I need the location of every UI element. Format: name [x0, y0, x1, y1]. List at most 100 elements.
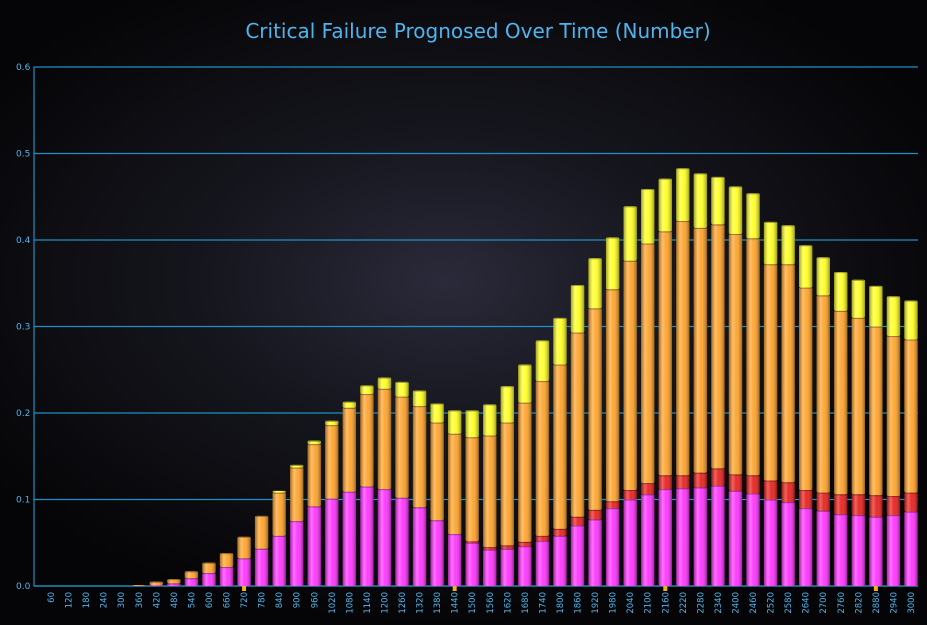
bar-segment — [746, 475, 760, 494]
x-tick-label: 480 — [170, 592, 180, 608]
x-tick-label: 120 — [65, 592, 75, 608]
bar-segment — [290, 467, 304, 522]
bar-segment — [623, 489, 637, 500]
bar-segment — [202, 573, 216, 586]
bar-segment — [430, 520, 444, 586]
bar-segment — [816, 295, 830, 493]
y-tick-label: 0.1 — [16, 496, 30, 506]
x-tick-label: 240 — [100, 592, 110, 608]
bar-segment — [641, 188, 655, 244]
bar-segment — [799, 489, 813, 509]
y-tick-label: 0.6 — [16, 63, 31, 73]
bar-segment — [588, 308, 602, 510]
bar-segment — [360, 486, 374, 586]
bar-segment — [728, 233, 743, 475]
bar-segment — [167, 579, 181, 584]
bar-segment — [799, 508, 813, 586]
bar-segment — [851, 515, 866, 586]
bar-segment — [693, 227, 708, 473]
x-tick-label: 1080 — [345, 592, 355, 614]
x-tick-marker — [663, 586, 668, 591]
bar-segment — [342, 407, 357, 492]
bar-segment — [588, 509, 602, 520]
x-tick-label: 2040 — [626, 592, 636, 614]
bar-segment — [448, 410, 462, 434]
x-tick-label: 2520 — [767, 592, 777, 614]
bar-segment — [553, 535, 567, 586]
bar-segment — [570, 332, 585, 517]
x-tick-label: 420 — [152, 592, 162, 608]
bar-segment — [781, 264, 795, 483]
x-tick-marker — [452, 586, 457, 591]
bar-segment — [869, 326, 883, 496]
x-tick-label: 2640 — [802, 592, 812, 614]
x-tick-label: 1440 — [451, 592, 461, 614]
bar-segment — [658, 178, 672, 232]
y-tick-label: 0.2 — [16, 409, 30, 419]
bar-segment — [904, 300, 918, 340]
x-tick-label: 900 — [293, 592, 303, 608]
bar-segment — [799, 245, 813, 288]
bar-segment — [360, 385, 374, 394]
bar-segment — [886, 515, 901, 586]
bar-segment — [658, 475, 672, 490]
bar-segment — [219, 566, 234, 586]
bar-segment — [483, 549, 497, 586]
x-tick-label: 2160 — [661, 592, 671, 614]
bar-segment — [570, 525, 585, 586]
bar-segment — [641, 494, 655, 586]
bar-segment — [518, 364, 532, 403]
x-tick-label: 840 — [275, 592, 285, 608]
bar-segment — [605, 237, 620, 290]
x-tick-label: 1020 — [328, 592, 338, 614]
bar-segment — [676, 488, 690, 586]
bar-segment — [623, 499, 637, 586]
bar-segment — [518, 546, 532, 586]
bar-segment — [553, 317, 567, 365]
x-tick-label: 1800 — [556, 592, 566, 614]
x-tick-label: 2460 — [749, 592, 759, 614]
bar-segment — [623, 206, 637, 261]
bar-segment — [342, 491, 357, 586]
bar-segment — [430, 422, 444, 521]
bar-segment — [395, 497, 409, 586]
bar-segment — [588, 258, 602, 309]
bar-segment — [377, 388, 392, 490]
bar-segment — [570, 284, 585, 333]
x-tick-label: 2700 — [819, 592, 829, 614]
bar-segment — [904, 492, 918, 512]
bar-segment — [184, 578, 199, 586]
bar-segment — [483, 435, 497, 548]
bar-segment — [676, 168, 690, 221]
bar-segment — [430, 403, 444, 423]
bar-segment — [605, 289, 620, 502]
x-tick-marker — [242, 586, 247, 591]
y-tick-label: 0.4 — [16, 236, 31, 246]
bar-segment — [588, 519, 602, 586]
x-tick-label: 1620 — [503, 592, 513, 614]
x-tick-label: 2820 — [854, 592, 864, 614]
x-tick-label: 2940 — [889, 592, 899, 614]
bar-segment — [904, 339, 918, 493]
bar-segment — [465, 541, 479, 543]
bar-segment — [693, 487, 708, 586]
bar-segment — [693, 173, 708, 228]
bar-segment — [342, 401, 357, 408]
x-tick-label: 2760 — [837, 592, 847, 614]
bar-segment — [518, 541, 532, 547]
bar-segment — [132, 585, 146, 586]
bars — [132, 168, 918, 586]
bar-segment — [763, 499, 778, 586]
bar-segment — [167, 583, 181, 586]
bar-segment — [325, 420, 339, 426]
x-tick-label: 780 — [258, 592, 268, 608]
bar-segment — [307, 506, 321, 586]
bar-segment — [307, 444, 321, 507]
x-tick-label: 1260 — [398, 592, 408, 614]
x-tick-label: 2100 — [644, 592, 654, 614]
bar-segment — [763, 480, 778, 500]
bar-segment — [869, 516, 883, 586]
bar-segment — [272, 535, 286, 586]
bar-segment — [834, 514, 848, 586]
